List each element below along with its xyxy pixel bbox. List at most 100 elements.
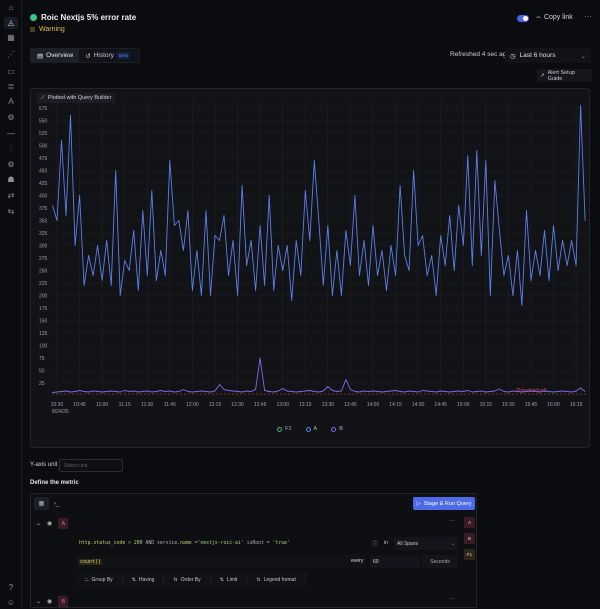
chevron-down-icon[interactable]: ⌄ — [36, 599, 42, 605]
time-range-value: Last 6 hours — [519, 52, 556, 59]
filter-icon: ⇅ — [131, 576, 136, 583]
workspace-icon[interactable]: ⇆ — [7, 207, 15, 216]
query-a-more-button[interactable]: ··· — [449, 518, 455, 524]
data-point — [395, 275, 396, 276]
pipelines-icon[interactable]: ⇄ — [7, 191, 15, 200]
data-point — [580, 105, 581, 106]
alerts-icon[interactable]: ◬ — [4, 17, 18, 29]
eye-icon[interactable]: ◉ — [47, 521, 53, 527]
data-point — [92, 390, 94, 392]
where-token: 'true' — [272, 541, 290, 546]
x-tick-label: 11:15 — [119, 402, 131, 408]
data-point — [115, 170, 116, 171]
data-point — [174, 391, 175, 393]
interval-input[interactable]: 60 — [370, 555, 420, 568]
span-scope-select[interactable]: All Spans ⌄ — [394, 537, 458, 550]
more-options-button[interactable]: ··· — [584, 12, 592, 21]
data-point — [336, 250, 338, 251]
clause-label: Having — [138, 576, 155, 583]
alert-enable-toggle[interactable] — [517, 15, 529, 22]
group-by-button[interactable]: ⛬ Group By — [76, 573, 123, 586]
data-point — [467, 390, 469, 391]
data-point — [282, 388, 283, 389]
legend-label: B — [339, 426, 343, 432]
x-tick-label: 16:00 — [547, 402, 560, 408]
data-point — [187, 210, 189, 211]
data-point — [503, 391, 505, 392]
data-point — [553, 225, 554, 226]
data-point — [277, 245, 279, 246]
copy-link-button[interactable]: ⇔ Copy link — [535, 14, 573, 21]
clock-icon: ◷ — [510, 52, 516, 60]
stage-run-query-button[interactable]: ▷ Stage & Run Query — [413, 497, 475, 510]
data-point — [332, 295, 333, 296]
clickhouse-mode-tab[interactable]: ›_ — [53, 500, 60, 507]
data-point — [268, 195, 270, 196]
info-icon: ⓘ — [372, 542, 379, 548]
y-axis-unit-select[interactable]: Select unit — [59, 459, 123, 472]
data-point — [562, 240, 563, 241]
data-point — [354, 391, 356, 392]
query-b-more-button[interactable]: ··· — [449, 596, 455, 602]
having-button[interactable]: ⇅ Having — [122, 573, 165, 586]
alert-setup-guide-button[interactable]: ↗ Alert Setup Guide — [537, 69, 592, 82]
x-tick-label: 13:00 — [276, 402, 289, 408]
data-point — [539, 275, 541, 276]
data-point — [399, 185, 401, 186]
data-point — [210, 295, 211, 296]
data-point — [526, 210, 527, 211]
table-icon: ▤ — [37, 52, 44, 60]
tab-overview[interactable]: ▤ Overview — [31, 49, 80, 62]
services-icon[interactable]: ⋰ — [7, 50, 15, 59]
where-filter-input[interactable]: http.status_code > 200 AND service. name … — [76, 537, 376, 550]
legend-item-a[interactable]: A — [305, 426, 317, 432]
x-tick-label: 12:45 — [254, 402, 267, 408]
side-badge-a[interactable]: A — [464, 517, 475, 528]
query-builder-mode-tab[interactable]: ▦ — [34, 497, 49, 510]
limit-button[interactable]: ⇅ Limit — [210, 573, 248, 586]
team-icon[interactable]: ☗ — [7, 175, 15, 184]
data-point — [390, 245, 392, 246]
data-point — [214, 235, 216, 236]
data-point — [508, 391, 509, 393]
y-tick-label: 200 — [39, 294, 48, 300]
legend-item-b[interactable]: B — [331, 426, 343, 432]
aggregation-input[interactable]: count() — [76, 555, 366, 568]
side-badge-f1[interactable]: F1 — [464, 549, 475, 560]
home-icon[interactable]: ⌂ — [8, 3, 14, 12]
y-tick-label: 50 — [39, 369, 45, 375]
logs-icon[interactable]: ▭ — [7, 67, 15, 76]
time-range-select[interactable]: ◷ Last 6 hours ⌄ — [505, 48, 591, 63]
query-name-badge[interactable]: B — [58, 596, 69, 607]
query-name-badge[interactable]: A — [58, 518, 69, 529]
data-point — [210, 391, 211, 393]
integrations-icon[interactable]: ⚙ — [7, 160, 15, 169]
data-point — [124, 260, 126, 261]
order-by-button[interactable]: ⇅ Order By — [164, 573, 211, 586]
data-point — [422, 390, 423, 391]
every-label: every — [351, 558, 364, 564]
metrics-icon[interactable]: ⫶ — [10, 144, 12, 153]
chevron-down-icon[interactable]: ⌄ — [36, 521, 42, 527]
aggregation-value: count() — [79, 558, 103, 565]
dashboards-icon[interactable]: ▦ — [7, 33, 15, 42]
user-icon[interactable]: ☺ — [6, 598, 16, 607]
settings-icon[interactable]: ⚙ — [7, 113, 15, 122]
exceptions-icon[interactable]: A — [8, 97, 14, 106]
data-point — [119, 391, 121, 393]
eye-icon[interactable]: ◉ — [47, 599, 53, 605]
tab-label: History — [93, 52, 114, 59]
side-badge-b[interactable]: B — [464, 533, 475, 544]
chevron-down-icon: ⌄ — [580, 52, 586, 60]
data-point — [79, 390, 80, 391]
y-axis-unit-label: Y-axis unit — [30, 462, 58, 468]
data-point — [575, 265, 577, 266]
traces-icon[interactable]: ≣ — [7, 82, 15, 91]
x-tick-label: 15:15 — [480, 402, 493, 408]
tab-history[interactable]: ↺ History Beta — [79, 49, 136, 62]
legend-item-f1[interactable]: F1 — [277, 426, 292, 432]
data-point — [417, 391, 419, 393]
legend-format-button[interactable]: ⇅ Legend format — [247, 573, 306, 586]
help-icon[interactable]: ? — [8, 583, 14, 592]
data-point — [56, 391, 58, 393]
